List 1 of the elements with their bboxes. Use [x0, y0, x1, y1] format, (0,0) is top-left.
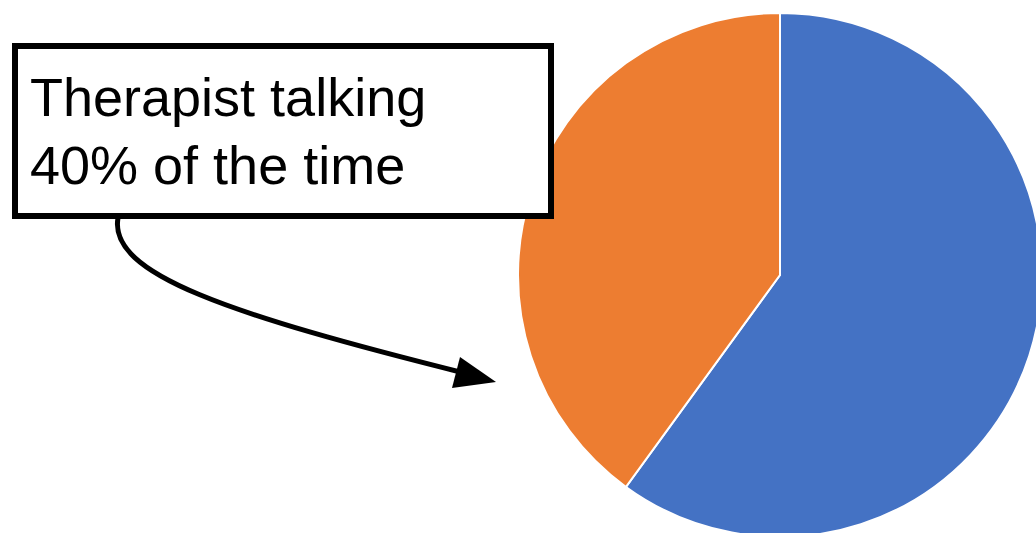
text: Therapist talking 40% of the time — [12, 43, 554, 219]
